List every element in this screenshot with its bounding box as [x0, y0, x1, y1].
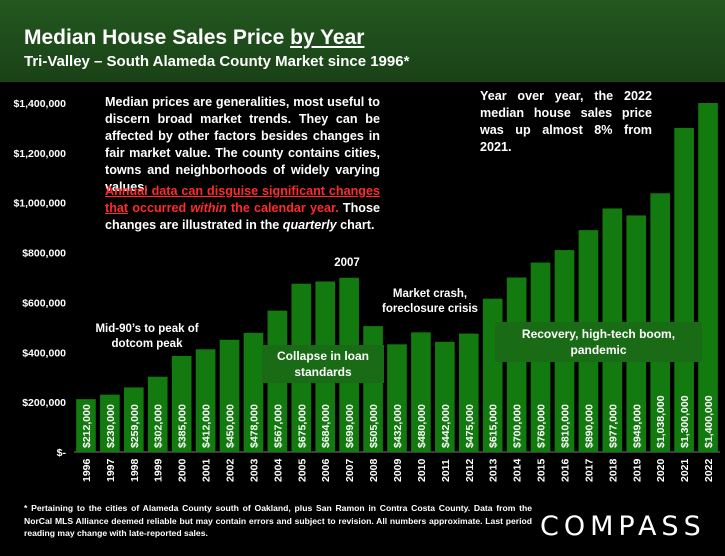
bar-value-label: $1,300,000 [679, 395, 691, 448]
x-tick-label: 1997 [105, 458, 117, 482]
x-tick-label: 2007 [344, 458, 356, 482]
note-annual-data: Annual data can disguise significant cha… [105, 184, 381, 232]
y-tick-label: $600,000 [22, 297, 66, 309]
annotation-collapse: Collapse in loan standards [262, 345, 384, 383]
bar-1997 [100, 394, 120, 452]
y-tick-label: $200,000 [22, 397, 66, 409]
title-bar [0, 0, 725, 82]
bar-value-label: $567,000 [272, 404, 284, 448]
x-tick-label: 1996 [81, 458, 93, 482]
x-tick-label: 2016 [559, 458, 571, 482]
x-tick-label: 2015 [536, 458, 548, 482]
footnote: * Pertaining to the cities of Alameda Co… [24, 503, 532, 538]
bar-1999 [147, 376, 168, 452]
bar-value-label: $890,000 [583, 404, 595, 448]
x-tick-label: 2000 [177, 458, 189, 482]
x-tick-label: 2020 [655, 458, 667, 482]
x-tick-label: 1998 [129, 458, 141, 482]
y-tick-label: $1,200,000 [13, 148, 66, 160]
bar-1998 [124, 387, 144, 452]
bar-2001 [195, 349, 216, 452]
x-tick-label: 2003 [248, 458, 260, 482]
x-tick-label: 2017 [583, 458, 595, 482]
x-tick-label: 1999 [153, 458, 165, 482]
bar-value-label: $230,000 [105, 404, 117, 448]
bar-value-label: $949,000 [631, 404, 643, 448]
y-tick-label: $800,000 [22, 248, 66, 260]
bar-value-label: $212,000 [81, 404, 93, 448]
bar-value-label: $615,000 [488, 404, 500, 448]
bar-value-label: $1,400,000 [703, 395, 715, 448]
bar-value-label: $432,000 [392, 404, 404, 448]
bar-2003 [243, 332, 264, 452]
bar-value-label: $684,000 [320, 404, 332, 448]
bar-value-label: $700,000 [512, 404, 524, 448]
bar-2022 [698, 103, 718, 452]
x-tick-label: 2004 [272, 458, 284, 482]
x-tick-label: 2008 [368, 458, 380, 482]
y-tick-label: $- [57, 447, 67, 459]
bar-value-label: $302,000 [153, 404, 165, 448]
y-tick-label: $1,000,000 [13, 198, 66, 210]
bar-2012 [458, 333, 479, 452]
chart-title: Median House Sales Price by Year [24, 26, 365, 49]
bar-2010 [411, 332, 431, 452]
bar-value-label: $478,000 [248, 404, 260, 448]
bar-chart: $- $200,000 $400,000 $600,000 $800,000 $1,000… [13, 98, 720, 482]
x-tick-label: 2001 [201, 458, 213, 482]
bar-value-label: $1,038,000 [655, 395, 667, 448]
annotation-market-crash: Market crash, foreclosure crisis [382, 288, 478, 315]
annotation-dotcom: Mid-90’s to peak of dotcom peak [95, 323, 199, 350]
bar-value-label: $675,000 [296, 404, 308, 448]
x-tick-label: 2012 [464, 458, 476, 482]
bar-value-label: $760,000 [536, 404, 548, 448]
bar-2002 [219, 339, 240, 452]
note-generalities: Median prices are generalities, most use… [105, 95, 380, 194]
bar-value-label: $442,000 [440, 404, 452, 448]
y-tick-label: $400,000 [22, 347, 66, 359]
bar-value-label: $475,000 [464, 404, 476, 448]
x-tick-label: 2005 [296, 458, 308, 482]
bar-2021 [674, 127, 694, 452]
y-tick-label: $1,400,000 [13, 98, 66, 110]
bar-value-label: $977,000 [607, 404, 619, 448]
bar-value-label: $505,000 [368, 404, 380, 448]
annotation-2007: 2007 [334, 257, 360, 269]
bar-value-label: $450,000 [225, 404, 237, 448]
bar-value-label: $259,000 [129, 404, 141, 448]
compass-logo: COMPASS [540, 511, 706, 542]
bar-value-label: $699,000 [344, 404, 356, 448]
bar-2014 [506, 277, 527, 452]
x-tick-label: 2022 [703, 458, 715, 482]
x-tick-label: 2013 [488, 458, 500, 482]
annotation-recovery: Recovery, high-tech boom, pandemic [495, 322, 702, 362]
bar-value-label: $810,000 [559, 404, 571, 448]
x-tick-label: 2019 [631, 458, 643, 482]
bar-1996 [76, 399, 96, 452]
bar-2009 [387, 344, 407, 452]
x-tick-label: 2010 [416, 458, 428, 482]
note-year-over-year: Year over year, the 2022 median house sa… [480, 89, 652, 154]
x-tick-label: 2006 [320, 458, 332, 482]
x-tick-label: 2009 [392, 458, 404, 482]
x-tick-label: 2021 [679, 458, 691, 482]
bar-value-label: $385,000 [177, 404, 189, 448]
x-tick-label: 2018 [607, 458, 619, 482]
chart-subtitle: Tri-Valley – South Alameda County Market… [24, 53, 410, 70]
x-tick-label: 2002 [225, 458, 237, 482]
x-tick-label: 2011 [440, 459, 452, 482]
title-underlined: by Year [290, 26, 365, 49]
bar-value-label: $480,000 [416, 404, 428, 448]
bar-2011 [435, 341, 455, 452]
bar-2000 [171, 356, 192, 452]
bar-value-label: $412,000 [201, 404, 213, 448]
x-tick-label: 2014 [512, 458, 524, 482]
